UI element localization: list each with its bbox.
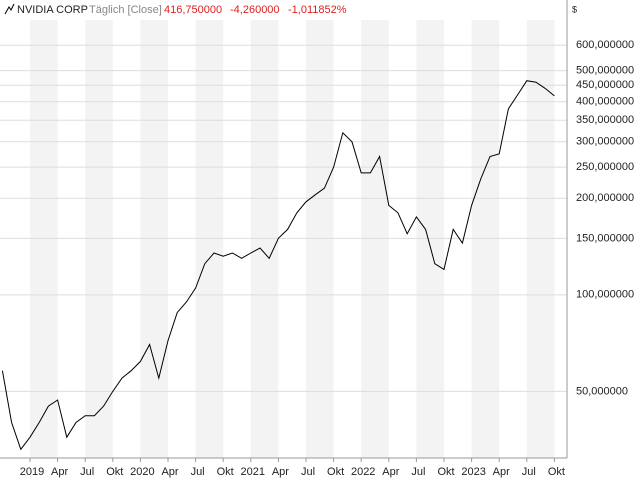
- x-tick-label: Apr: [51, 466, 68, 478]
- x-tick-label: Apr: [272, 466, 289, 478]
- y-tick-label: 500,000000: [576, 65, 634, 77]
- band: [526, 0, 555, 458]
- x-tick-label: Apr: [161, 466, 178, 478]
- x-tick-label: 2021: [241, 466, 265, 478]
- change: -4,260000: [230, 4, 280, 16]
- band: [140, 0, 168, 458]
- grid: [0, 44, 567, 462]
- x-tick-label: Jul: [301, 466, 315, 478]
- band: [416, 0, 444, 458]
- band: [85, 0, 113, 458]
- currency: $: [572, 4, 577, 14]
- x-tick-label: Okt: [437, 466, 454, 478]
- x-tick-label: Okt: [327, 466, 344, 478]
- change-pct: -1,011852%: [288, 4, 347, 16]
- band: [195, 0, 224, 458]
- price-line: [1, 80, 555, 451]
- band: [250, 0, 279, 458]
- background: [30, 0, 555, 458]
- y-tick-label: 600,000000: [576, 39, 634, 51]
- header-bar: [0, 0, 567, 20]
- y-tick-label: 350,000000: [576, 114, 634, 126]
- band: [306, 0, 334, 458]
- y-tick-label: 450,000000: [576, 79, 634, 91]
- x-tick-label: Jul: [80, 466, 94, 478]
- line-icon: [4, 3, 15, 15]
- y-tick-label: 100,000000: [576, 289, 634, 301]
- x-tick-label: Okt: [548, 466, 565, 478]
- interval: Täglich [Close]: [89, 4, 162, 16]
- chart-title: NVIDIA CORP: [17, 4, 88, 16]
- x-tick-label: 2022: [351, 466, 375, 478]
- x-tick-label: Apr: [382, 466, 399, 478]
- x-tick-label: 2019: [20, 466, 44, 478]
- x-tick-label: 2020: [130, 466, 154, 478]
- x-tick-label: Jul: [411, 466, 425, 478]
- y-tick-label: 300,000000: [576, 136, 634, 148]
- x-tick-label: Okt: [106, 466, 123, 478]
- y-tick-label: 250,000000: [576, 161, 634, 173]
- x-tick-label: Okt: [217, 466, 234, 478]
- plot: [1, 80, 555, 451]
- x-tick-label: Jul: [191, 466, 205, 478]
- y-tick-label: 50,000000: [576, 385, 628, 397]
- band: [471, 0, 500, 458]
- band: [30, 0, 58, 458]
- last-price: 416,750000: [164, 4, 222, 16]
- y-tick-label: 200,000000: [576, 192, 634, 204]
- x-tick-label: Apr: [493, 466, 510, 478]
- y-tick-label: 400,000000: [576, 96, 634, 108]
- y-tick-label: 150,000000: [576, 232, 634, 244]
- x-tick-label: 2023: [461, 466, 485, 478]
- x-tick-label: Jul: [522, 466, 536, 478]
- band: [361, 0, 389, 458]
